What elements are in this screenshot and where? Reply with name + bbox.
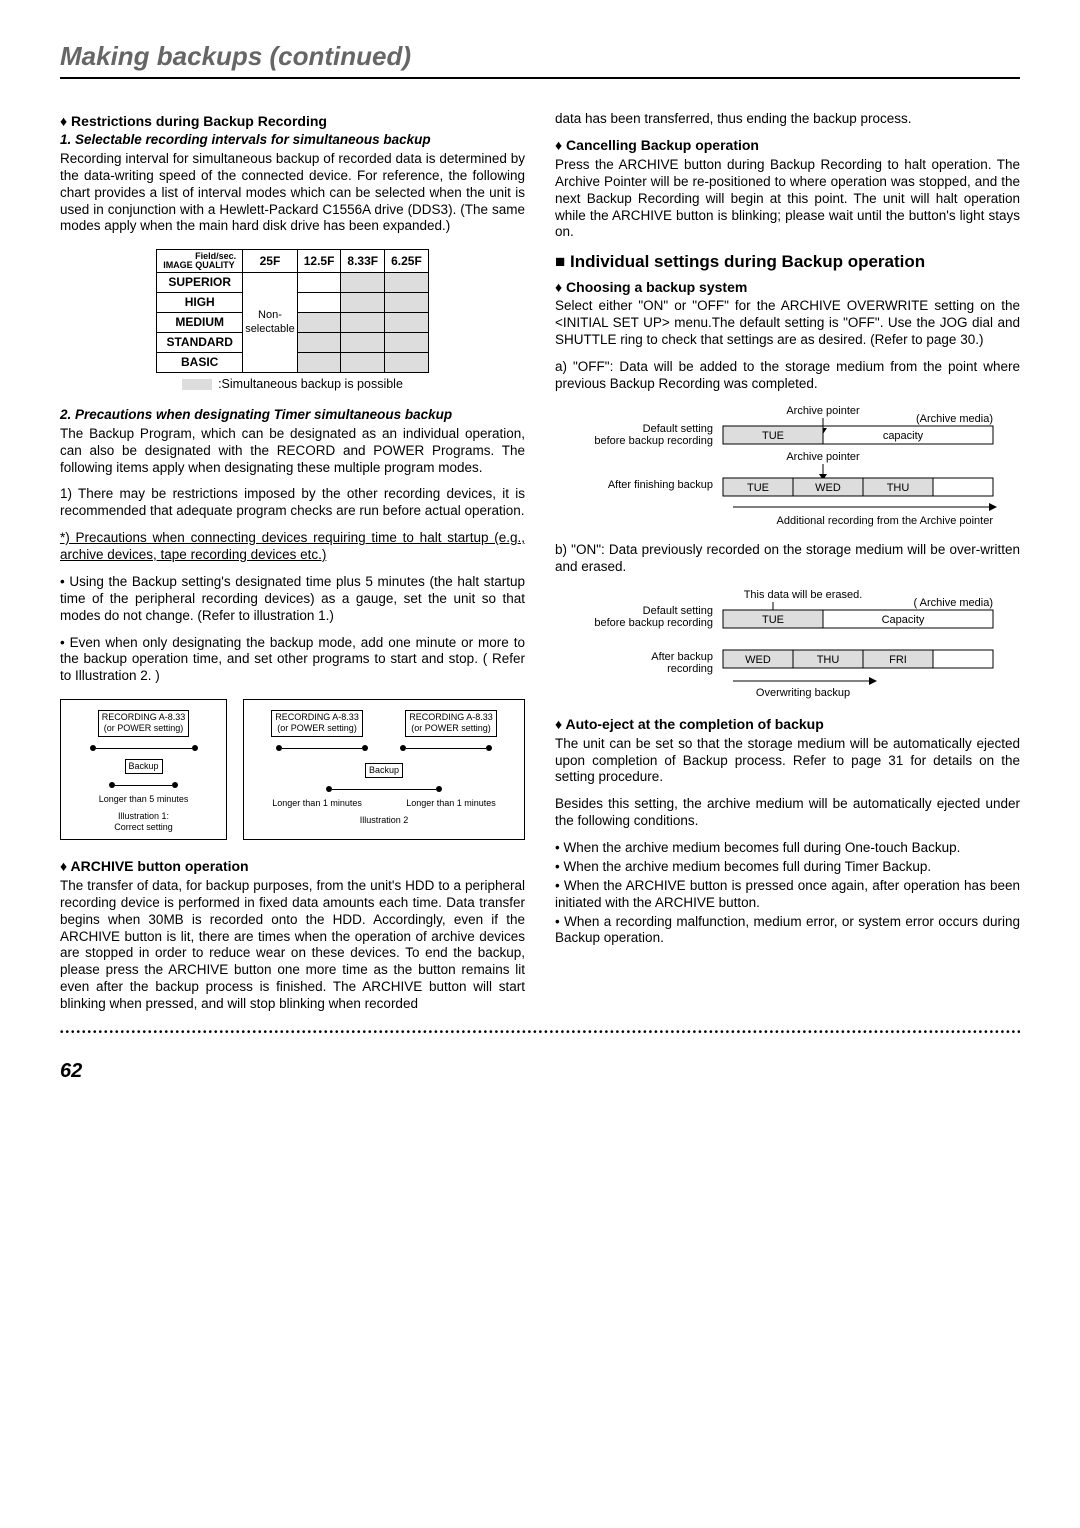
longer-5: Longer than 5 minutes [67,794,220,805]
svg-text:WED: WED [815,482,841,494]
para-choose1: Select either "ON" or "OFF" for the ARCH… [555,298,1020,349]
col-6-25f: 6.25F [385,250,429,273]
svg-text:TUE: TUE [762,430,784,442]
row-basic: BASIC [157,353,243,373]
para-autoeject2: Besides this setting, the archive medium… [555,796,1020,830]
svg-text:Default settingbefore backup r: Default settingbefore backup recording [594,605,713,629]
para-cancelling: Press the ARCHIVE button during Backup R… [555,157,1020,241]
row-standard: STANDARD [157,333,243,353]
svg-text:After backuprecording: After backuprecording [651,651,713,675]
page-title: Making backups (continued) [60,40,1020,79]
bullet-4: • When a recording malfunction, medium e… [555,914,1020,948]
para-restrictions: 1) There may be restrictions imposed by … [60,486,525,520]
svg-text:TUE: TUE [747,482,769,494]
backup-label-1: Backup [125,759,163,774]
longer-1b: Longer than 1 minutes [406,798,496,809]
non-selectable-cell: Non- selectable [243,273,298,373]
svg-text:Default settingbefore backup r: Default settingbefore backup recording [594,423,713,447]
bullet-3: • When the ARCHIVE button is pressed onc… [555,878,1020,912]
auto-eject-heading: Auto-eject at the completion of backup [555,716,1020,734]
row-medium: MEDIUM [157,313,243,333]
divider-dots: ••••••••••••••••••••••••••••••••••••••••… [60,1027,1020,1040]
cancelling-heading: Cancelling Backup operation [555,137,1020,155]
svg-text:capacity: capacity [882,430,923,442]
col-25f: 25F [243,250,298,273]
para-precautions: The Backup Program, which can be designa… [60,426,525,477]
choosing-system-heading: Choosing a backup system [555,279,1020,297]
interval-table: Field/sec.IMAGE QUALITY 25F 12.5F 8.33F … [156,249,429,373]
svg-text:THU: THU [816,654,839,666]
rec-label-1: RECORDING A-8.33 (or POWER setting) [98,710,190,737]
subheading-1: 1. Selectable recording intervals for si… [60,132,525,149]
diagram-off: Archive pointer (Archive media) Default … [573,402,1003,532]
svg-text:This data will be erased.: This data will be erased. [743,589,862,601]
diagram-on: This data will be erased. ( Archive medi… [573,586,1003,706]
bullet-2: • When the archive medium becomes full d… [555,859,1020,876]
para-bullet2: • Even when only designating the backup … [60,635,525,686]
illustration-1: RECORDING A-8.33 (or POWER setting) Back… [60,699,227,840]
right-column: data has been transferred, thus ending t… [555,109,1020,1013]
rec-label-2a: RECORDING A-8.33 (or POWER setting) [271,710,363,737]
svg-text:Capacity: Capacity [881,614,924,626]
table-caption: :Simultaneous backup is possible [60,377,525,393]
caption-2: Illustration 2 [250,815,518,826]
svg-text:Archive pointer: Archive pointer [786,451,860,463]
page-number: 62 [60,1059,1020,1084]
svg-text:FRI: FRI [889,654,907,666]
para-autoeject1: The unit can be set so that the storage … [555,736,1020,787]
corner-iq: IMAGE QUALITY [163,261,236,270]
subheading-2: 2. Precautions when designating Timer si… [60,407,525,424]
svg-text:Archive pointer: Archive pointer [786,405,860,417]
svg-text:( Archive media): ( Archive media) [913,597,992,609]
svg-text:TUE: TUE [762,614,784,626]
svg-text:(Archive media): (Archive media) [915,413,992,425]
bullet-1: • When the archive medium becomes full d… [555,840,1020,857]
svg-text:Additional recording from the: Additional recording from the Archive po… [776,515,993,527]
longer-1a: Longer than 1 minutes [272,798,362,809]
para-intervals: Recording interval for simultaneous back… [60,151,525,235]
left-column: Restrictions during Backup Recording 1. … [60,109,525,1013]
para-bullet1: • Using the Backup setting's designated … [60,574,525,625]
individual-settings-heading: Individual settings during Backup operat… [555,251,1020,272]
rec-label-2b: RECORDING A-8.33 (or POWER setting) [405,710,497,737]
para-on: b) "ON": Data previously recorded on the… [555,542,1020,576]
illustration-2: RECORDING A-8.33 (or POWER setting) RECO… [243,699,525,840]
backup-label-2: Backup [365,763,403,778]
svg-text:THU: THU [886,482,909,494]
caption-1: Illustration 1: Correct setting [67,811,220,834]
para-archive-button: The transfer of data, for backup purpose… [60,878,525,1013]
para-precaution-note: *) Precautions when connecting devices r… [60,530,525,564]
row-superior: SUPERIOR [157,273,243,293]
archive-button-heading: ARCHIVE button operation [60,858,525,876]
svg-text:Overwriting backup: Overwriting backup [755,687,849,699]
para-continued: data has been transferred, thus ending t… [555,111,1020,128]
col-12-5f: 12.5F [297,250,341,273]
svg-text:After finishing backup: After finishing backup [607,479,712,491]
row-high: HIGH [157,293,243,313]
restrictions-heading: Restrictions during Backup Recording [60,113,525,131]
illustration-row: RECORDING A-8.33 (or POWER setting) Back… [60,699,525,840]
para-off: a) "OFF": Data will be added to the stor… [555,359,1020,393]
svg-text:WED: WED [745,654,771,666]
col-8-33f: 8.33F [341,250,385,273]
